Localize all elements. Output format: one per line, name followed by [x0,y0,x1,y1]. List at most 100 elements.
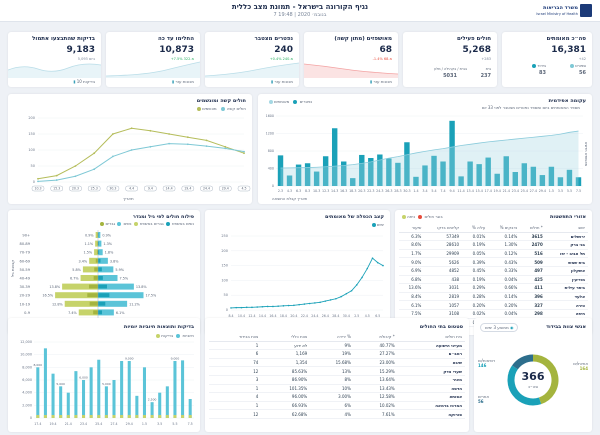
legend-label: אחיות/ים [573,361,588,366]
table-row[interactable]: 1 101.35% 10% 13.43% הדסה [209,384,465,394]
kpi-foot[interactable]: ▮ מכונות עזר [172,79,194,84]
x-tick-label: 30.3 [109,187,116,191]
table-row[interactable]: 7.5% 3108 0.02% 0.04% 298 חיפה [399,309,588,319]
table-row[interactable]: 13.6% 3031 0.29% 0.66% 411 ביתר עילית [399,283,588,293]
col-header[interactable]: קליטים בדקו [424,224,463,233]
y-tick-label: 100 [221,278,228,282]
table-row[interactable]: 1.7% 29909 0.05% 0.12% 516 תל אביב - יפו [399,249,588,259]
col-header[interactable]: % עליה [462,224,489,233]
kpi-active-patients[interactable]: חולים פעילים 5,268 +283 בית 237 בבית / ב… [403,32,497,87]
legend-label: רופאות/ים [478,358,496,363]
bar-positive [82,415,86,418]
col-header[interactable]: שיעור [399,224,425,233]
table-row[interactable]: 74 1,354 15.68% 23.00% שיבא [209,358,465,368]
data-point [319,301,321,304]
table-cell: 509 [520,257,546,267]
x-tick-label: 19.4 [184,187,191,191]
table-row[interactable]: 6.8% 438 0.19% 0.04% 425 מודיעין [399,275,588,285]
filter-chip[interactable]: ממוצע 3 ימים ◉ [480,323,519,332]
legend-label: גברים באשפוז [139,221,164,226]
table-cell: 0.02% [462,309,489,319]
donut-slice [507,365,542,406]
table-cell: 0.45% [462,266,489,276]
age-gender-chart[interactable]: 90+ 0.9% 0.9% 80-89 1.1% 1.3% 70-79 1.5% 1.8% 60-… [8,210,200,335]
kpi-breakdown: ספורט 56 בידוד 83 [508,63,586,83]
col-header[interactable]: % נדבקים [488,224,521,233]
table-row[interactable]: 6.3% 57349 0.01% 0.14% 3615 ירושלים [399,232,588,242]
bar-women-hosp [93,276,98,280]
table-row[interactable]: 8.4% 2819 0.28% 0.14% 396 אלעד [399,292,588,302]
table-cell: 0.04% [488,309,521,319]
table-cell: 6.9% [399,266,425,276]
table-cell: 7.61% [353,409,398,419]
kpi-foot-value: 237 [480,73,491,79]
kpi-foot[interactable]: ▮ מכונות עזר [370,79,392,84]
data-point [256,306,259,308]
col-header[interactable]: ירידה % [310,333,354,342]
bar-men-hosp [98,310,102,315]
legend-label: נשים [123,221,132,226]
staff-donut-chart[interactable] [474,318,592,432]
table-cell: 12.58% [353,392,398,402]
kpi-foot[interactable]: ▮ מכונות עזר [271,79,293,84]
kpi-foot[interactable]: ▮ בדיקות 10 [73,79,95,84]
table-cell: 425 [520,275,546,285]
table-cell: לא ידוע [261,341,311,351]
bar-men-hosp [98,250,100,255]
kpi-foot-label: ספורט [574,63,586,68]
table-cell: 497 [520,266,546,276]
hospital-name-cell: שערי צדק [397,366,465,376]
severe-line-chart[interactable]: 0 50 100 150 200 10.3 15.3 20.3 25.3 30.3 4.4 9.4 14… [8,94,252,204]
table-row[interactable]: 3 86.90% 8% 13.64% מאיר [209,375,465,385]
table-row[interactable]: 12 85.63% 13% 15.29% שערי צדק [209,366,465,376]
x-tick-label: 8.3 [305,189,310,193]
table-row[interactable]: 4 96.00% 3.00% 12.58% אסותא [209,392,465,402]
table-row[interactable]: 9.0% 5626 0.39% 0.43% 509 בית שמש [399,257,588,267]
col-header[interactable]: צוות בבידוד [209,333,262,342]
bar-men-hosp [98,258,101,263]
col-header[interactable]: צוות כללי [261,333,311,342]
bar-women [95,232,98,239]
kpi-deaths[interactable]: נפטרים מצטבר 240 +0.4% מ-240 ▮ מכונות עז… [205,32,299,87]
y-tick-label: 10-19 [20,302,31,306]
table-row[interactable]: 6 1,169 19% 27.27% רמב״ם [209,349,465,359]
x-tick-label: 25.4 [95,422,102,426]
legend-dot-icon [269,100,273,104]
doubling-line-chart[interactable]: 0 50 100 150 200 250 8.4 10.4 12.4 14.4 16.4 18.4 20… [205,210,390,335]
kpi-total-confirmed[interactable]: סה״כ מאומתים 16,381 +42 ספורט 56 בידוד 8… [502,32,592,87]
kpi-change: -1.4% מ-68 [372,57,392,61]
kpi-recovered[interactable]: החלימו עד כה 10,873 +7.5% מ-322 ▮ מכונות… [106,32,200,87]
table-row[interactable]: 6.1% 1057 0.20% 0.20% 327 טירה [399,300,588,310]
epi-curve-chart[interactable]: 2.3 4.3 6.3 8.3 10.3 12.3 14.3 16.3 18.3 20.3 22.3… [258,94,592,204]
table-cell: 57349 [424,232,463,242]
data-point [366,267,369,270]
bar-confirmed [341,161,347,186]
col-header[interactable]: קיבולת * [353,333,398,342]
data-point [37,180,39,183]
table-cell: 516 [520,249,546,259]
kpi-hospitalized[interactable]: מאושפזים (מתון קשה) 68 -1.4% מ-68 ▮ מכונ… [304,32,398,87]
col-header[interactable]: ישוב [545,224,588,233]
data-label: 5,000 [102,382,111,386]
col-header[interactable]: בית חולים [397,333,465,342]
kpi-tests-yesterday[interactable]: בדיקות שהתבצעו אתמול 9,183 5,093 ביום ▮ … [8,32,101,87]
data-label: 6.7% [70,277,79,281]
tests-bar-chart[interactable]: 0 2,000 4,000 6,000 8,000 10,000 12,000 8,000 5,… [8,318,200,432]
table-cell: 5626 [424,257,463,267]
table-row[interactable]: 6.9% 4852 0.45% 0.33% 497 אשקלון [399,266,588,276]
table-row[interactable]: 8.6% 28610 0.19% 1.30% 2470 בני ברק [399,240,588,250]
data-label: 13.8% [49,285,61,289]
donut-total: 366 [521,370,545,383]
legend-label: מאומתים [274,99,290,104]
x-axis-label: תאריך קבלת התוצאה [272,196,308,201]
table-row[interactable]: 1 לא ידוע 9% 40.77% מעייני הישועה [209,341,465,351]
table-row[interactable]: 12 62.68% 4% 7.61% סורוקה [209,409,465,419]
table-row[interactable]: 1 66.93% 6% 10.02% המרכז ברמאה [209,401,465,411]
table-cell: 6% [310,401,354,411]
col-header[interactable]: חולים * [520,224,546,233]
table-cell: 8.4% [399,292,425,302]
y-tick-label: 200 [221,249,228,253]
bar-men [98,300,128,307]
ministry-logo[interactable]: משרד הבריאות Israel Ministry of Health [536,3,596,19]
bar-men [98,240,102,247]
